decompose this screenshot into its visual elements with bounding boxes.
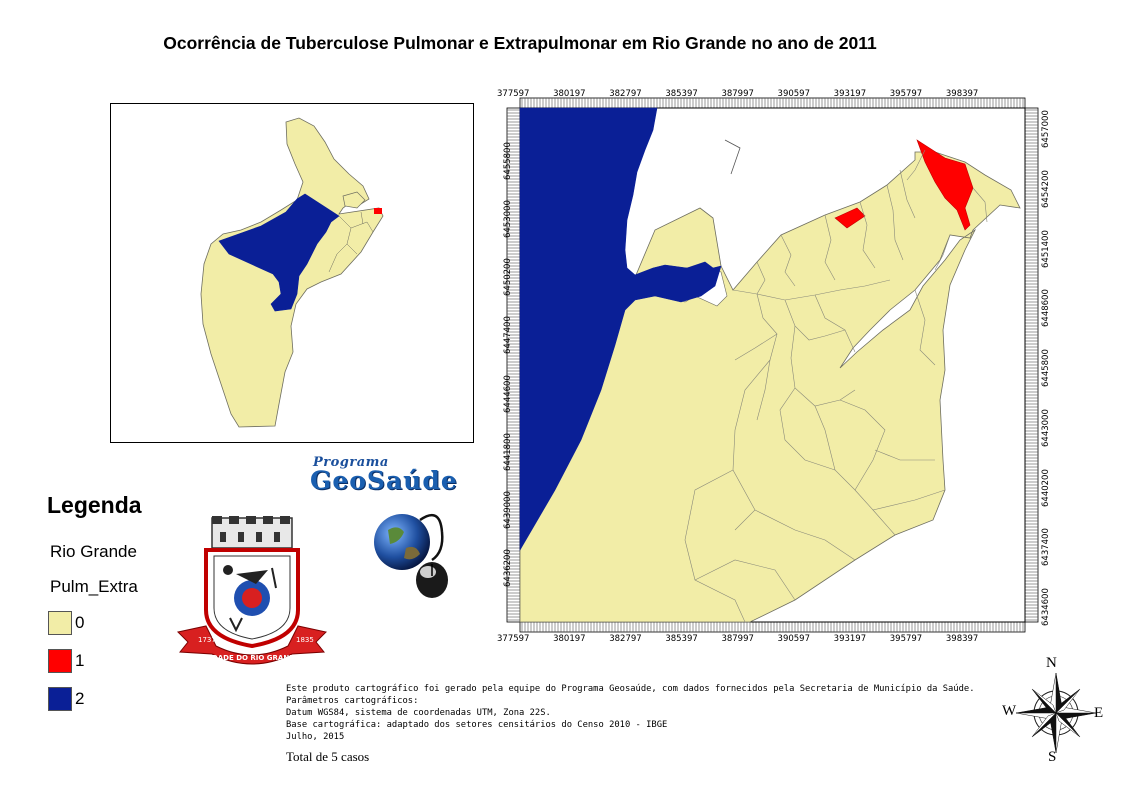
map-title: Ocorrência de Tuberculose Pulmonar e Ext… — [163, 33, 877, 53]
x-tick-label-top: 395797 — [889, 89, 923, 99]
district-class1-north — [916, 139, 974, 231]
main-map-frame: 377597 380197 382797 385397 387997 390597 3931… — [495, 89, 1051, 644]
y-tick-label-left: 6447400 — [503, 316, 513, 355]
sector-boundaries — [684, 149, 988, 623]
compass-west: W — [1002, 703, 1017, 719]
legend-swatch-class0 — [48, 611, 72, 635]
legend-field-name: Pulm_Extra — [50, 577, 138, 596]
note-line-2: Parâmetros cartográficos: — [286, 696, 419, 706]
x-tick-label-bottom: 382797 — [609, 634, 642, 644]
overview-district-class1 — [374, 208, 382, 214]
coat-year-right: 1835 — [296, 636, 314, 644]
y-tick-label-right: 6440200 — [1041, 468, 1051, 507]
y-tick-label-right: 6457000 — [1041, 110, 1051, 148]
x-tick-label-bottom: 377597 — [497, 634, 530, 644]
legend-title: Legenda — [47, 492, 142, 518]
coat-of-arms-logo: 1737 1835 CIDADE DO RIO GRANDE — [176, 514, 328, 668]
x-tick-label-bottom: 385397 — [665, 634, 698, 644]
note-line-4: Base cartográfica: adaptado dos setores … — [286, 720, 668, 730]
district-class2 — [519, 107, 722, 552]
x-tick-label-top: 387997 — [721, 89, 754, 99]
y-tick-label-right: 6434600 — [1041, 588, 1051, 626]
y-tick-label-left: 6453000 — [503, 200, 513, 239]
y-tick-label-right: 6451400 — [1041, 229, 1051, 268]
x-tick-label-top: 377597 — [497, 89, 530, 99]
overview-map-svg — [200, 117, 384, 428]
legend-swatch-class1 — [48, 649, 72, 673]
compass-rose-icon: N S E W — [1002, 655, 1108, 767]
x-tick-label-bottom: 380197 — [553, 634, 586, 644]
compass-north: N — [1046, 655, 1057, 671]
x-tick-label-bottom: 395797 — [889, 634, 923, 644]
y-tick-label-left: 6455800 — [503, 142, 513, 180]
compass-east: E — [1094, 705, 1104, 721]
legend-label-class2: 2 — [75, 689, 85, 708]
y-tick-label-left: 6441800 — [503, 432, 513, 471]
y-tick-label-left: 6436200 — [503, 549, 513, 587]
note-line-3: Datum WGS84, sistema de coordenadas UTM,… — [286, 708, 551, 718]
overview-district-class2 — [218, 193, 340, 312]
x-tick-label-top: 393197 — [833, 89, 867, 99]
legend-swatch-class2 — [48, 687, 72, 711]
globe-mouse-icon — [370, 502, 460, 602]
x-tick-label-bottom: 387997 — [721, 634, 754, 644]
x-tick-label-top: 398397 — [945, 89, 979, 99]
y-tick-label-left: 6450200 — [503, 258, 513, 297]
x-tick-label-bottom: 398397 — [945, 634, 979, 644]
y-tick-label-right: 6448600 — [1041, 289, 1051, 328]
x-tick-label-bottom: 393197 — [833, 634, 867, 644]
y-tick-label-right: 6443000 — [1041, 408, 1051, 447]
main-map-svg — [506, 97, 1039, 633]
y-tick-label-left: 6444600 — [503, 374, 513, 413]
x-tick-label-top: 380197 — [553, 89, 586, 99]
district-class1-center — [834, 207, 866, 229]
y-tick-label-right: 6454200 — [1041, 169, 1051, 208]
x-tick-label-top: 382797 — [609, 89, 642, 99]
y-tick-label-right: 6445800 — [1041, 349, 1051, 387]
total-cases: Total de 5 casos — [286, 749, 370, 764]
note-line-1: Este produto cartográfico foi gerado pel… — [286, 684, 975, 694]
legend-layer-name: Rio Grande — [50, 542, 137, 561]
legend-label-class0: 0 — [75, 613, 85, 632]
overview-map — [110, 103, 474, 443]
note-line-5: Julho, 2015 — [286, 732, 345, 742]
x-tick-label-bottom: 390597 — [777, 634, 810, 644]
x-tick-label-top: 390597 — [777, 89, 810, 99]
program-logo-line2: GeoSaúde — [310, 466, 458, 495]
overview-island — [342, 191, 366, 209]
compass-south: S — [1048, 749, 1057, 765]
legend-label-class1: 1 — [75, 651, 85, 670]
program-logo-line1: Programa — [313, 455, 389, 470]
y-tick-label-left: 6439000 — [503, 490, 513, 529]
coat-motto: CIDADE DO RIO GRANDE — [204, 654, 300, 662]
x-tick-label-top: 385397 — [665, 89, 698, 99]
coat-year-left: 1737 — [198, 636, 216, 644]
y-tick-label-right: 6437400 — [1041, 528, 1051, 567]
